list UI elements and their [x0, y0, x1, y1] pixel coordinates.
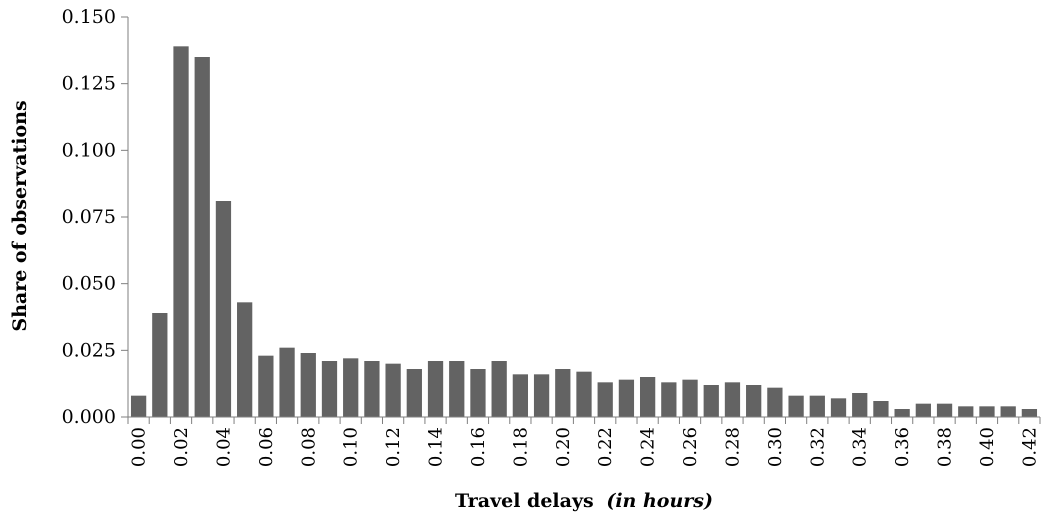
bar-0.05 [237, 302, 253, 417]
bar-0.19 [533, 374, 550, 417]
bar-0.18 [512, 374, 529, 417]
bar-0.04 [215, 201, 232, 417]
bars [130, 46, 1038, 417]
x-tick-label: 0.38 [935, 427, 956, 467]
bar-0.30 [767, 387, 783, 417]
x-tick-label: 0.18 [510, 427, 531, 467]
y-tick-label: 0.025 [62, 339, 116, 361]
bar-0.37 [915, 403, 931, 417]
x-tick-label: 0.16 [468, 427, 489, 467]
bar-0.02 [173, 46, 189, 417]
bar-0.21 [576, 371, 592, 417]
bar-0.27 [703, 385, 719, 417]
y-axis-title: Share of observations [9, 100, 31, 331]
bar-0.32 [809, 395, 825, 417]
y-tick-label: 0.100 [62, 139, 116, 161]
bar-0.33 [830, 398, 847, 417]
bar-0.09 [321, 361, 338, 417]
bar-0.11 [364, 361, 380, 417]
bar-0.23 [618, 379, 635, 417]
bar-0.29 [746, 385, 762, 417]
x-tick-label: 0.42 [1019, 427, 1040, 467]
bar-0.38 [936, 403, 953, 417]
bar-0.08 [300, 353, 316, 417]
x-tick-label: 0.40 [977, 427, 998, 467]
bar-0.41 [1000, 406, 1016, 417]
x-axis-ticks: 0.00 0.02 0.04 0.06 0.08 0.10 0.12 0.14 0.16 0.18… [127, 417, 1041, 467]
bar-0.03 [194, 57, 210, 417]
y-tick-label: 0.050 [62, 273, 116, 295]
bar-0.34 [852, 393, 868, 417]
x-tick-label: 0.14 [426, 427, 447, 467]
x-tick-label: 0.32 [807, 427, 828, 467]
bar-0.36 [894, 409, 910, 417]
bar-0.28 [724, 382, 741, 417]
x-tick-label: 0.34 [850, 427, 871, 467]
bar-0.01 [152, 313, 168, 417]
y-axis-ticks: 0.000 0.025 0.050 0.075 0.100 0.125 0.150 [62, 6, 128, 428]
bar-0.42 [1021, 409, 1038, 417]
bar-0.22 [597, 382, 613, 417]
bar-0.26 [682, 379, 698, 417]
x-tick-label: 0.24 [638, 427, 659, 467]
x-tick-label: 0.26 [680, 427, 701, 467]
bar-0.17 [491, 361, 507, 417]
x-tick-label: 0.20 [553, 427, 574, 467]
y-tick-label: 0.125 [62, 73, 116, 95]
bar-0.35 [873, 401, 889, 417]
bar-0.16 [470, 369, 486, 417]
bar-0.10 [343, 358, 359, 417]
y-tick-label: 0.075 [62, 206, 116, 228]
x-tick-label: 0.06 [256, 427, 277, 467]
bar-0.07 [279, 347, 295, 417]
x-tick-label: 0.28 [722, 427, 743, 467]
bar-0.40 [979, 406, 995, 417]
x-axis-title-main: Travel delays [455, 490, 594, 512]
bar-0.15 [449, 361, 465, 417]
x-tick-label: 0.10 [341, 427, 362, 467]
x-axis-title-unit: (in hours) [606, 490, 713, 512]
x-tick-label: 0.02 [171, 427, 192, 467]
x-axis-title: Travel delays (in hours) [455, 490, 713, 512]
x-tick-label: 0.04 [213, 427, 234, 467]
bar-0.00 [130, 395, 147, 417]
x-tick-label: 0.22 [595, 427, 616, 467]
x-tick-label: 0.08 [298, 427, 319, 467]
bar-0.20 [555, 369, 571, 417]
bar-0.06 [258, 355, 274, 417]
bar-0.13 [406, 369, 422, 417]
y-tick-label: 0.150 [62, 6, 116, 28]
bar-0.14 [427, 361, 444, 417]
bar-0.25 [661, 382, 677, 417]
bar-0.24 [639, 377, 656, 417]
y-tick-label: 0.000 [62, 406, 116, 428]
x-tick-label: 0.30 [765, 427, 786, 467]
bar-0.12 [385, 363, 401, 417]
bar-0.39 [958, 406, 974, 417]
x-tick-label: 0.36 [892, 427, 913, 467]
bar-0.31 [788, 395, 804, 417]
x-tick-label: 0.12 [383, 427, 404, 467]
x-tick-label: 0.00 [129, 427, 150, 467]
